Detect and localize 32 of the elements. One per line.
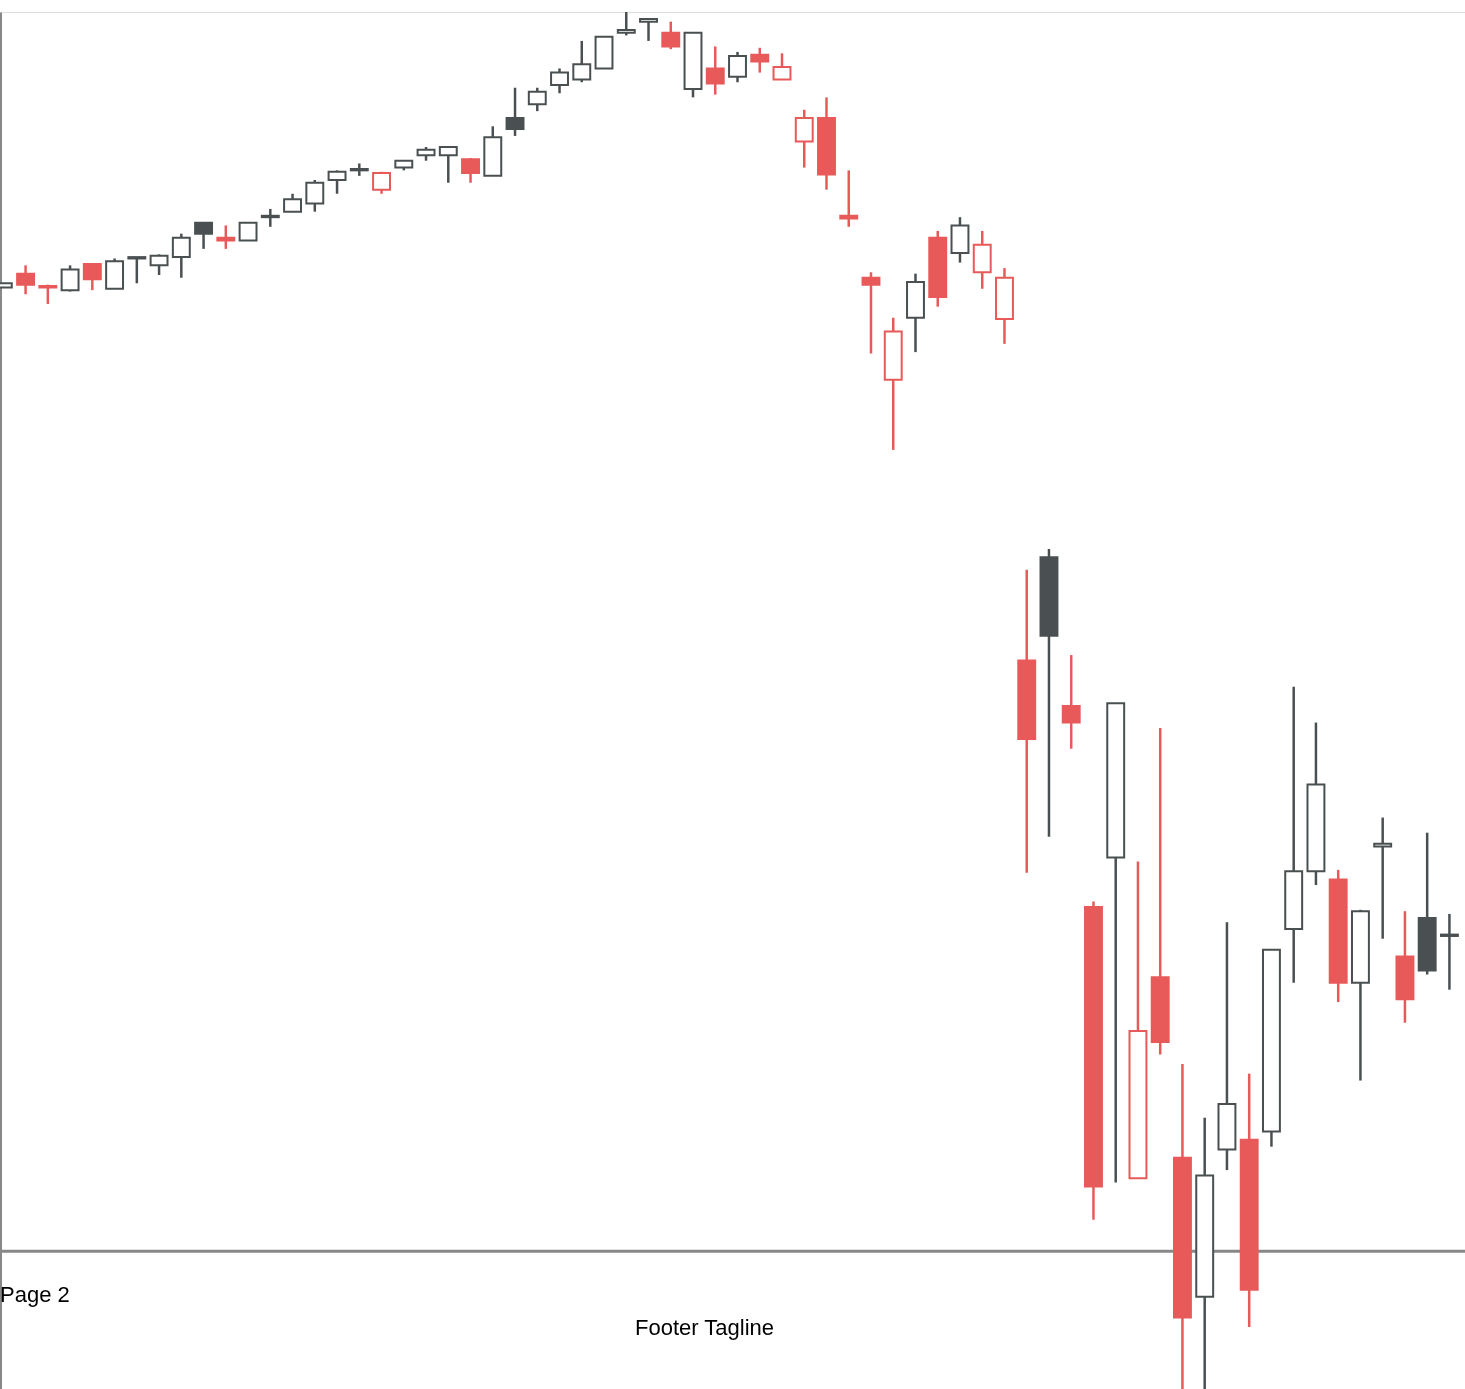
candlestick: [550, 67, 569, 95]
candlestick: [527, 86, 547, 113]
candlestick: [705, 45, 725, 96]
candlestick: [728, 50, 747, 84]
candlestick: [1061, 653, 1081, 750]
annotation: Page 2: [0, 1282, 70, 1307]
candlestick: [861, 271, 881, 355]
candlestick: [505, 86, 525, 138]
candlestick: [149, 253, 169, 277]
candlestick: [216, 224, 236, 251]
candlestick: [1439, 912, 1459, 991]
candlestick: [327, 169, 347, 196]
candlestick: [772, 52, 792, 81]
candlestick: [461, 156, 480, 184]
candlestick: [194, 221, 214, 251]
candlestick: [839, 169, 859, 229]
candlestick: [349, 162, 369, 178]
candlestick: [82, 262, 102, 292]
candlestick: [438, 145, 458, 184]
candlestick: [794, 108, 814, 169]
candlestick: [127, 255, 147, 285]
candlestick: [661, 20, 681, 51]
candlestick: [305, 178, 325, 213]
candlestick: [16, 264, 36, 296]
candlestick: [260, 207, 280, 229]
candlestick: [572, 39, 592, 84]
candlestick: [60, 264, 80, 293]
candlestick: [171, 232, 191, 280]
candlestick: [639, 17, 658, 43]
candlestick: [616, 10, 636, 37]
candlestick: [750, 46, 770, 74]
annotation: Footer Tagline: [634, 1315, 775, 1340]
